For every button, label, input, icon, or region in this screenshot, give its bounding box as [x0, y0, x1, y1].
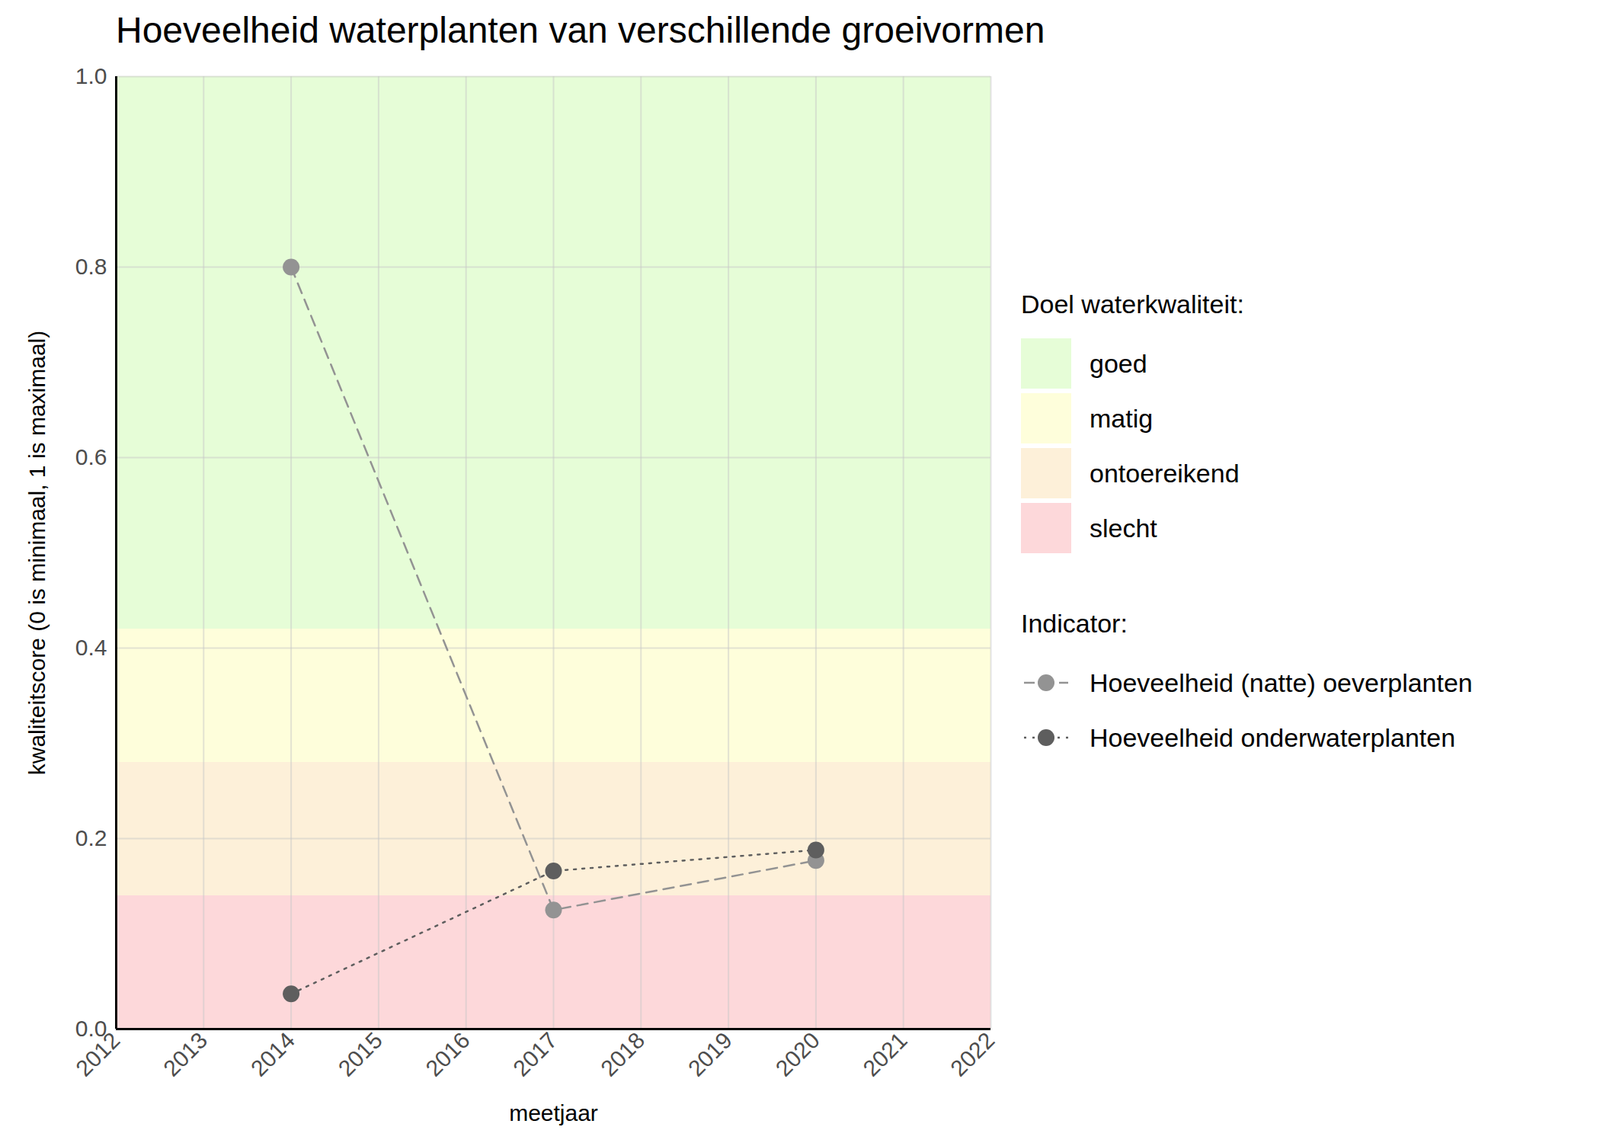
html-text:Doel waterkwaliteit:: Doel waterkwaliteit: [1020, 289, 1245, 319]
html-text:goed: goed [1089, 348, 1148, 378]
svg-text:meetjaar: meetjaar [508, 1100, 599, 1126]
html-text:Hoeveelheid (natte) oeverplant: Hoeveelheid (natte) oeverplanten [1089, 667, 1473, 697]
svg-text:2017: 2017 [508, 1027, 563, 1082]
svg-text:2014: 2014 [246, 1027, 301, 1082]
svg-text:2013: 2013 [158, 1027, 213, 1082]
svg-text:0.0: 0.0 [75, 1015, 108, 1041]
html-text:slecht: slecht [1089, 513, 1158, 543]
html-text:ontoereikend: ontoereikend [1089, 458, 1240, 488]
svg-text:2021: 2021 [857, 1027, 912, 1082]
svg-text:2020: 2020 [770, 1027, 825, 1082]
svg-text:2015: 2015 [332, 1027, 388, 1082]
svg-text:2018: 2018 [595, 1027, 650, 1082]
svg-text:1.0: 1.0 [75, 68, 108, 89]
svg-text:2019: 2019 [683, 1027, 738, 1082]
svg-text:0.4: 0.4 [75, 634, 108, 660]
html-text:Indicator:: Indicator: [1020, 608, 1128, 638]
html-text:matig: matig [1089, 403, 1153, 433]
svg-text:0.2: 0.2 [75, 825, 108, 851]
html-text:Hoeveelheid waterplanten van v: Hoeveelheid waterplanten van verschillen… [115, 9, 1045, 51]
svg-text:0.8: 0.8 [75, 253, 108, 279]
svg-text:2012: 2012 [70, 1027, 125, 1082]
html-text:Hoeveelheid onderwaterplanten: Hoeveelheid onderwaterplanten [1089, 722, 1456, 752]
svg-text:2016: 2016 [420, 1027, 475, 1082]
svg-text:0.6: 0.6 [75, 444, 108, 470]
svg-text:2022: 2022 [945, 1027, 1000, 1082]
svg-text:kwaliteitscore (0 is minimaal,: kwaliteitscore (0 is minimaal, 1 is maxi… [24, 330, 50, 775]
